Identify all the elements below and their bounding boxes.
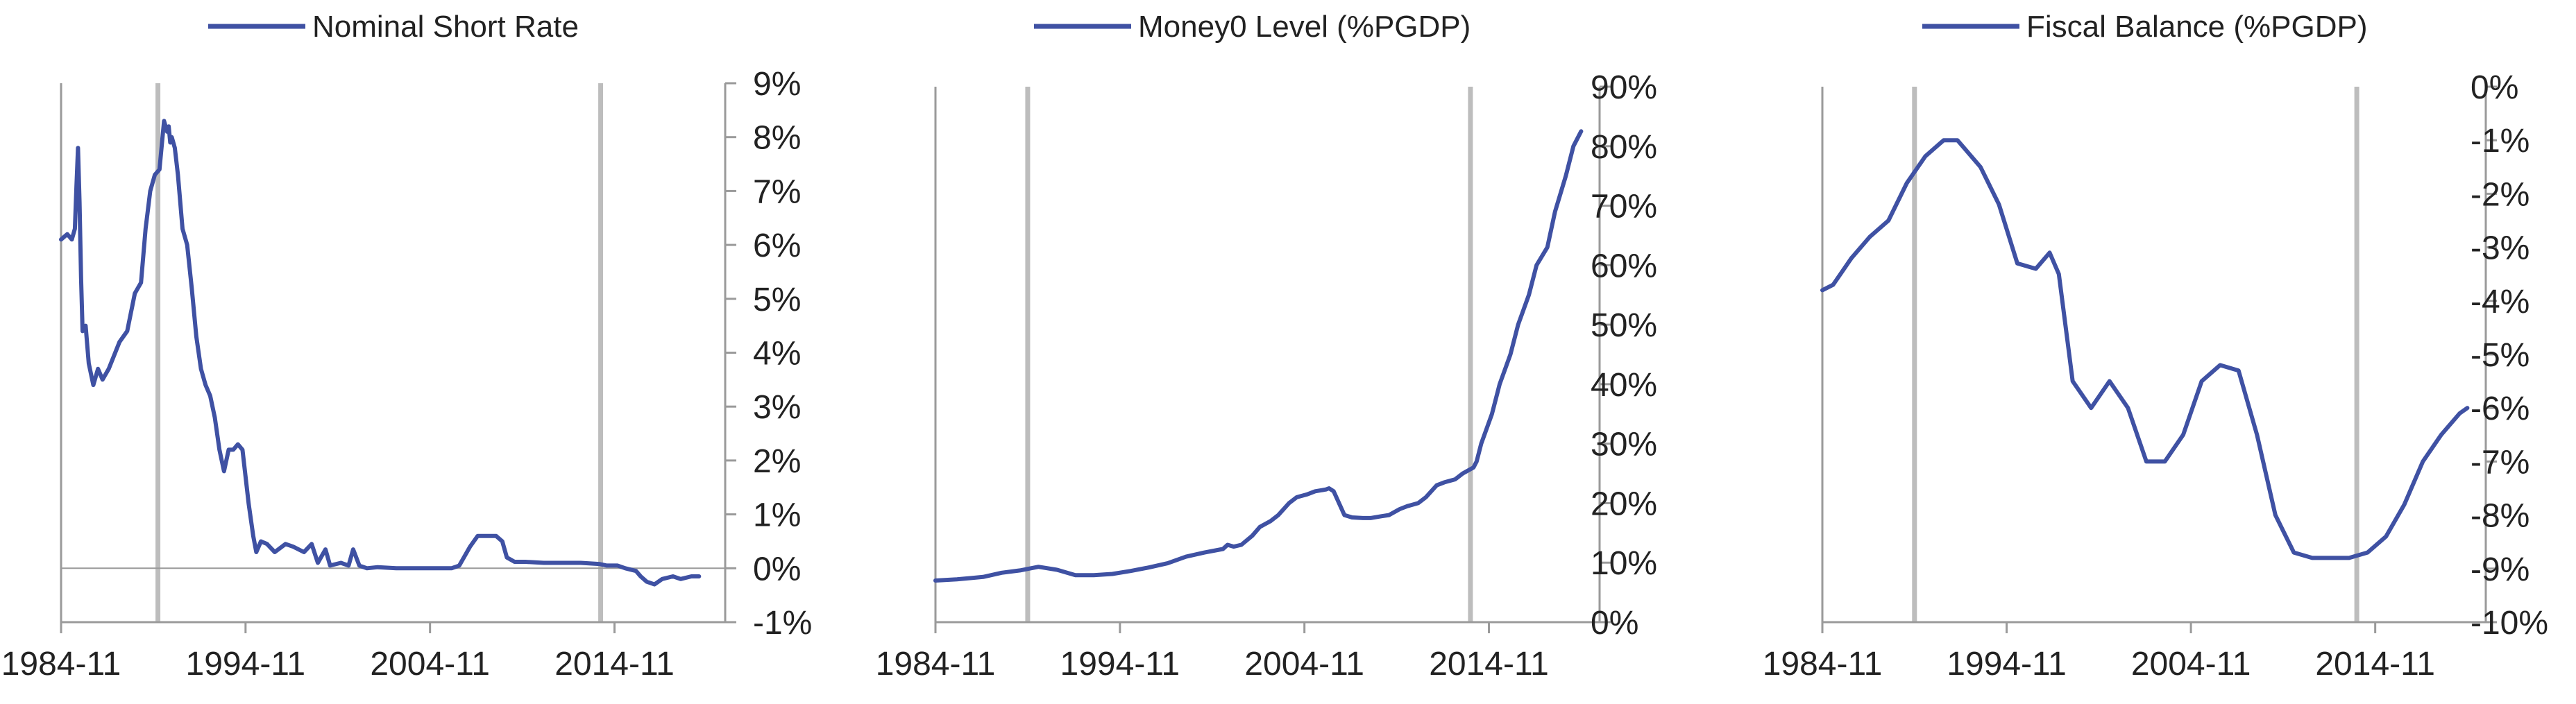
series-line (1820, 138, 2470, 560)
y-tick-label: -5% (2471, 337, 2530, 374)
chart-panel-fiscal-balance: 0% -1% -2% -3% -4% -5% -6% -7% -8% -9% -10% 1984-11… (1721, 0, 2576, 704)
y-tick-label: -1% (2471, 123, 2530, 160)
x-tick-label: 2004-11 (2131, 646, 2251, 682)
y-tick-label: -8% (2471, 498, 2530, 535)
y-tick-label: 7% (753, 173, 801, 210)
x-tick-label: 1994-11 (186, 646, 306, 682)
y-tick-label: 70% (1591, 189, 1657, 225)
x-tick-label: 1984-11 (1763, 646, 1883, 682)
x-tick-label: 1994-11 (1947, 646, 2067, 682)
legend-label: Nominal Short Rate (312, 10, 579, 44)
y-tick-label: 0% (1591, 605, 1638, 642)
chart-svg: 9% 8% 7% 6% 5% 4% 3% 2% 1% 0% -1% 1984-11 1994-11 200… (1, 10, 813, 682)
x-tick-label: 2014-11 (2315, 646, 2435, 682)
series-line (933, 129, 1584, 583)
y-tick-label: -10% (2471, 605, 2548, 642)
y-tick-label: 4% (753, 336, 801, 372)
legend-label: Fiscal Balance (%PGDP) (2026, 10, 2367, 44)
x-tick-label: 2014-11 (554, 646, 675, 682)
y-tick-label: 6% (753, 227, 801, 264)
y-tick-label: 2% (753, 443, 801, 480)
y-tick-label: 20% (1591, 486, 1657, 522)
legend-label: Money0 Level (%PGDP) (1138, 10, 1471, 44)
y-tick-label: 3% (753, 389, 801, 426)
y-tick-label: -9% (2471, 551, 2530, 588)
chart-svg: 90% 80% 70% 60% 50% 40% 30% 20% 10% 0% 1984-11 1994… (876, 10, 1657, 682)
y-tick-label: 50% (1591, 307, 1657, 344)
chart-panel-money0-level: 90% 80% 70% 60% 50% 40% 30% 20% 10% 0% 1984-11 1994… (861, 0, 1714, 704)
x-tick-label: 1984-11 (1, 646, 121, 682)
y-tick-label: 30% (1591, 427, 1657, 463)
x-tick-label: 1984-11 (876, 646, 996, 682)
y-tick-label: -6% (2471, 390, 2530, 427)
series-line (59, 119, 702, 587)
y-tick-label: 8% (753, 120, 801, 157)
y-tick-label: 40% (1591, 367, 1657, 404)
y-tick-label: 0% (753, 551, 801, 587)
y-tick-label: 0% (2471, 69, 2518, 106)
y-tick-label: -1% (753, 605, 812, 642)
x-tick-label: 2004-11 (1244, 646, 1364, 682)
y-tick-label: 10% (1591, 545, 1657, 582)
x-tick-label: 2014-11 (1429, 646, 1549, 682)
x-tick-label: 1994-11 (1060, 646, 1180, 682)
x-tick-label: 2004-11 (370, 646, 490, 682)
y-tick-label: -4% (2471, 284, 2530, 320)
y-tick-label: 1% (753, 497, 801, 534)
chart-panel-nominal-short-rate: 9% 8% 7% 6% 5% 4% 3% 2% 1% 0% -1% 1984-11 1994-11 200… (0, 0, 854, 704)
chart-svg: 0% -1% -2% -3% -4% -5% -6% -7% -8% -9% -10% 1984-11… (1763, 10, 2548, 682)
y-tick-label: 90% (1591, 69, 1657, 106)
y-tick-label: -3% (2471, 230, 2530, 267)
y-tick-label: -7% (2471, 444, 2530, 481)
y-tick-label: 60% (1591, 248, 1657, 284)
y-tick-label: 80% (1591, 129, 1657, 166)
y-tick-label: -2% (2471, 176, 2530, 213)
y-tick-label: 9% (753, 66, 801, 103)
y-tick-label: 5% (753, 282, 801, 318)
